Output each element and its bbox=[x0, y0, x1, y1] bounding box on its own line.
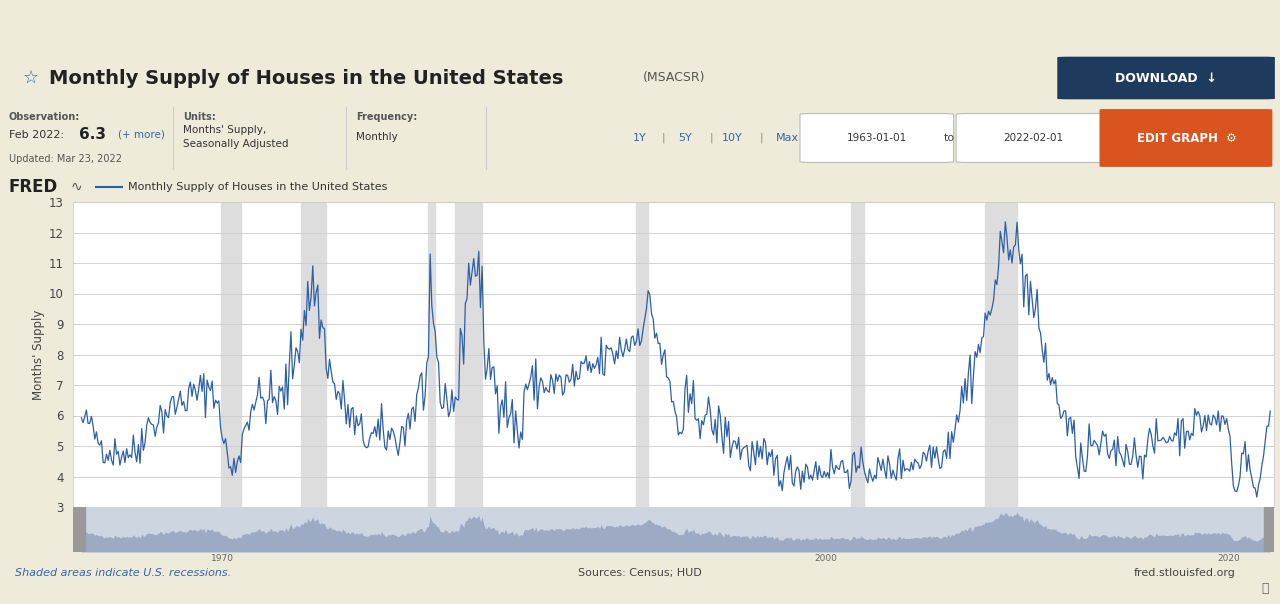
Text: DOWNLOAD  ↓: DOWNLOAD ↓ bbox=[1115, 71, 1217, 85]
Y-axis label: Months' Supply: Months' Supply bbox=[32, 309, 45, 400]
Text: 2020: 2020 bbox=[1217, 554, 1240, 562]
Text: Monthly Supply of Houses in the United States: Monthly Supply of Houses in the United S… bbox=[128, 182, 388, 192]
Text: 1963-01-01: 1963-01-01 bbox=[846, 133, 908, 143]
Text: Shaded areas indicate U.S. recessions.: Shaded areas indicate U.S. recessions. bbox=[15, 568, 232, 578]
Text: Monthly: Monthly bbox=[356, 132, 398, 142]
Text: (+ more): (+ more) bbox=[118, 130, 165, 140]
Text: Sources: Census; HUD: Sources: Census; HUD bbox=[579, 568, 701, 578]
Text: Updated: Mar 23, 2022: Updated: Mar 23, 2022 bbox=[9, 154, 122, 164]
Text: 5Y: 5Y bbox=[678, 133, 691, 143]
Text: FRED: FRED bbox=[9, 178, 58, 196]
Text: |: | bbox=[760, 133, 763, 143]
Text: |: | bbox=[662, 133, 664, 143]
Text: to: to bbox=[945, 133, 955, 143]
Text: Frequency:: Frequency: bbox=[356, 112, 417, 122]
FancyBboxPatch shape bbox=[956, 114, 1110, 162]
Text: Months' Supply,
Seasonally Adjusted: Months' Supply, Seasonally Adjusted bbox=[183, 124, 288, 149]
Text: 1970: 1970 bbox=[211, 554, 234, 562]
Text: ☆: ☆ bbox=[23, 69, 40, 87]
FancyBboxPatch shape bbox=[1057, 57, 1275, 99]
Text: 2000: 2000 bbox=[814, 554, 837, 562]
Text: ∿: ∿ bbox=[70, 180, 82, 194]
Text: ⛶: ⛶ bbox=[1261, 582, 1268, 595]
Bar bbox=[1263, 507, 1276, 552]
Bar bbox=[301, 202, 326, 507]
Bar bbox=[851, 202, 864, 507]
Text: EDIT GRAPH  ⚙: EDIT GRAPH ⚙ bbox=[1137, 132, 1236, 144]
Bar bbox=[456, 202, 483, 507]
Text: 2022-02-01: 2022-02-01 bbox=[1004, 133, 1062, 143]
Text: |: | bbox=[710, 133, 713, 143]
Text: 10Y: 10Y bbox=[722, 133, 742, 143]
Bar bbox=[636, 202, 648, 507]
Bar bbox=[220, 202, 241, 507]
Text: Observation:: Observation: bbox=[9, 112, 81, 122]
Text: Feb 2022:: Feb 2022: bbox=[9, 130, 68, 140]
Text: Units:: Units: bbox=[183, 112, 216, 122]
FancyBboxPatch shape bbox=[800, 114, 954, 162]
Text: Monthly Supply of Houses in the United States: Monthly Supply of Houses in the United S… bbox=[49, 68, 563, 88]
Text: 1Y: 1Y bbox=[634, 133, 646, 143]
Bar bbox=[986, 202, 1018, 507]
Text: Max: Max bbox=[776, 133, 799, 143]
Text: 6.3: 6.3 bbox=[79, 127, 106, 142]
FancyBboxPatch shape bbox=[1100, 109, 1272, 167]
Bar bbox=[73, 507, 84, 552]
Text: fred.stlouisfed.org: fred.stlouisfed.org bbox=[1133, 568, 1235, 578]
Text: (MSACSR): (MSACSR) bbox=[643, 71, 705, 85]
Bar bbox=[429, 202, 435, 507]
